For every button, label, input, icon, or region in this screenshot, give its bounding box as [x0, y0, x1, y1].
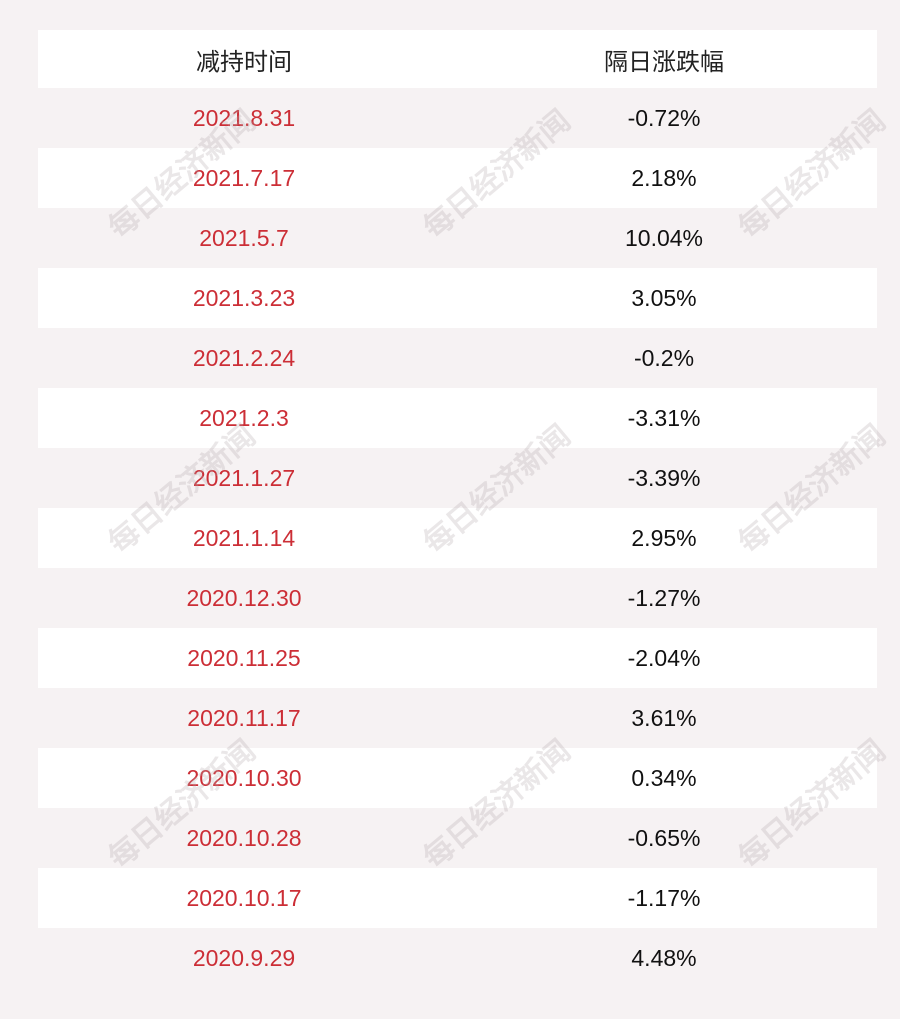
change-cell: 2.18%: [631, 164, 697, 191]
date-cell: 2020.10.17: [186, 884, 302, 911]
date-cell: 2021.5.7: [199, 224, 289, 251]
table-row: 2021.3.23 3.05%: [38, 268, 877, 328]
table-row: 2020.9.29 4.48%: [38, 928, 877, 988]
change-cell: 0.34%: [631, 764, 697, 791]
date-cell: 2021.2.3: [199, 404, 289, 431]
change-cell: 3.05%: [631, 284, 697, 311]
change-cell: -3.39%: [627, 464, 701, 491]
table-row: 2020.11.25 -2.04%: [38, 628, 877, 688]
table-row: 2021.5.7 10.04%: [38, 208, 877, 268]
change-cell: 3.61%: [631, 704, 697, 731]
table-row: 2021.1.14 2.95%: [38, 508, 877, 568]
header-row: 减持时间 隔日涨跌幅: [38, 30, 877, 88]
change-cell: -2.04%: [627, 644, 701, 671]
change-cell: -0.65%: [627, 824, 701, 851]
table-row: 2020.10.30 0.34%: [38, 748, 877, 808]
change-cell: -0.72%: [627, 104, 701, 131]
date-cell: 2020.9.29: [192, 944, 296, 971]
change-cell: -3.31%: [627, 404, 701, 431]
table-row: 2020.12.30 -1.27%: [38, 568, 877, 628]
change-cell: -0.2%: [633, 344, 695, 371]
table-row: 2020.10.28 -0.65%: [38, 808, 877, 868]
change-cell: -1.17%: [627, 884, 701, 911]
table-row: 2021.7.17 2.18%: [38, 148, 877, 208]
table-row: 2021.2.3 -3.31%: [38, 388, 877, 448]
date-cell: 2020.10.30: [186, 764, 302, 791]
date-cell: 2021.1.27: [192, 464, 296, 491]
table: 减持时间 隔日涨跌幅 2021.8.31 -0.72% 2021.7.17 2.18%…: [38, 30, 877, 988]
change-cell: 10.04%: [624, 224, 703, 251]
header-cell: 减持时间: [196, 48, 292, 76]
table-row: 2021.1.27 -3.39%: [38, 448, 877, 508]
table-row: 2021.2.24 -0.2%: [38, 328, 877, 388]
date-cell: 2020.10.28: [186, 824, 302, 851]
change-cell: 4.48%: [631, 944, 697, 971]
date-cell: 2020.11.25: [187, 644, 301, 671]
change-cell: 2.95%: [631, 524, 697, 551]
table-row: 2020.10.17 -1.17%: [38, 868, 877, 928]
table-row: 2021.8.31 -0.72%: [38, 88, 877, 148]
table-row: 2020.11.17 3.61%: [38, 688, 877, 748]
date-cell: 2020.12.30: [186, 584, 302, 611]
date-cell: 2021.1.14: [192, 524, 296, 551]
date-cell: 2020.11.17: [187, 704, 301, 731]
date-cell: 2021.2.24: [192, 344, 296, 371]
date-cell: 2021.3.23: [192, 284, 296, 311]
date-cell: 2021.7.17: [192, 164, 296, 191]
header-cell: 隔日涨跌幅: [604, 48, 724, 76]
change-cell: -1.27%: [627, 584, 701, 611]
date-cell: 2021.8.31: [192, 104, 296, 131]
